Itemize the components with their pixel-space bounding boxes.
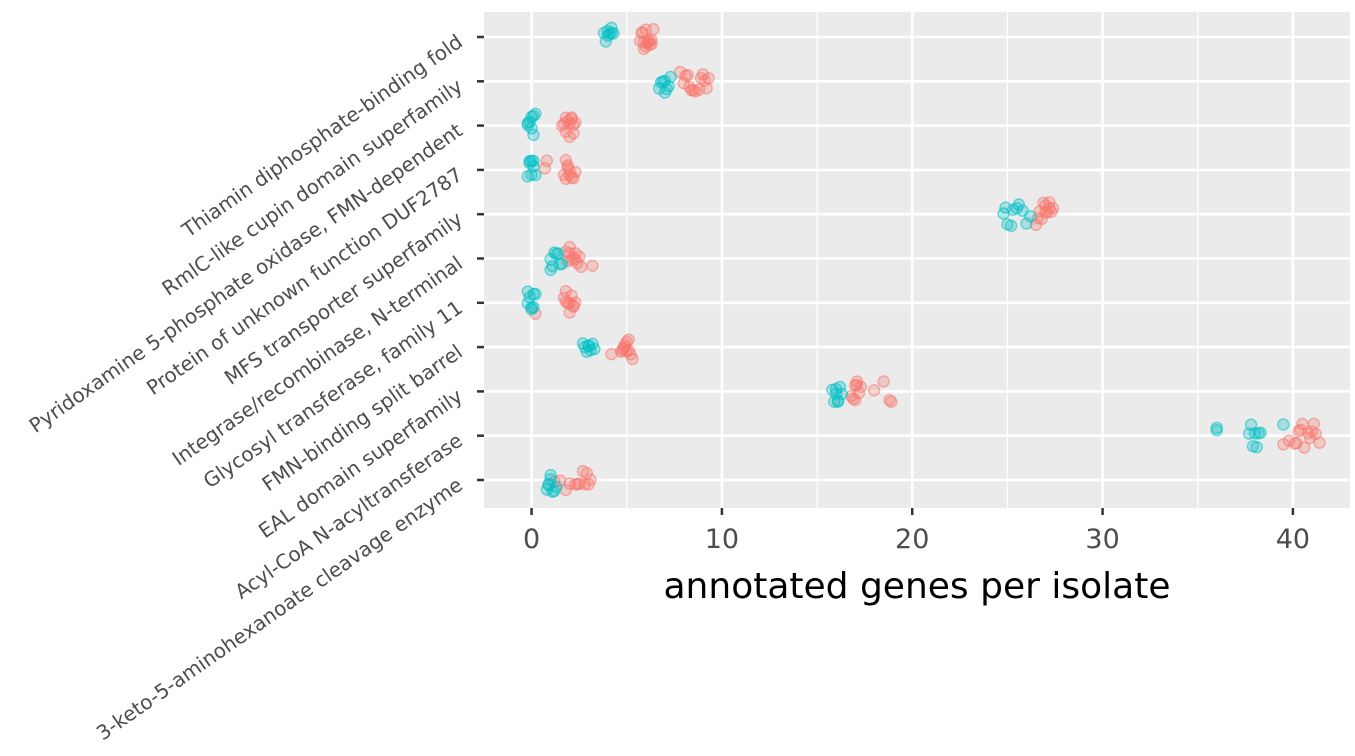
data-point: [540, 154, 554, 167]
data-point: [559, 284, 573, 298]
data-point: [1294, 423, 1307, 437]
data-point: [525, 303, 538, 316]
minor-gridlines: [626, 12, 1199, 508]
data-point: [685, 83, 698, 97]
data-point: [565, 112, 578, 126]
data-point: [1303, 431, 1317, 445]
data-point: [605, 347, 618, 361]
data-point: [847, 392, 860, 405]
y-axis-ticks: [477, 35, 484, 482]
major-gridlines: [484, 12, 1350, 508]
data-point: [1010, 201, 1024, 215]
data-point: [1254, 426, 1267, 439]
data-point: [1298, 441, 1311, 454]
data-point: [586, 259, 599, 272]
data-point: [544, 252, 557, 266]
data-point: [567, 299, 580, 312]
data-point: [542, 477, 555, 491]
data-point: [605, 21, 618, 35]
data-point: [1024, 209, 1037, 223]
data-point: [877, 375, 890, 388]
data-point: [645, 37, 658, 51]
data-point: [829, 382, 843, 396]
x-axis-ticks: [530, 508, 1295, 515]
data-point: [559, 153, 573, 167]
data-point: [850, 378, 864, 392]
data-points: [521, 21, 1326, 498]
data-point: [999, 201, 1012, 214]
y-axis-tick-labels: Thiamin diphosphate-binding foldRmlC-lik…: [25, 29, 467, 745]
data-point: [569, 253, 582, 266]
data-point: [555, 257, 569, 271]
data-point: [1005, 219, 1018, 233]
data-point: [1307, 417, 1321, 431]
data-point: [546, 259, 559, 273]
data-point: [867, 384, 881, 397]
data-point: [1242, 427, 1256, 440]
x-axis-title: annotated genes per isolate: [664, 566, 1171, 607]
x-tick-label: 20: [895, 524, 929, 555]
panel-background: [484, 12, 1350, 508]
data-point: [622, 333, 635, 346]
data-point: [563, 306, 576, 319]
x-axis-tick-labels: 0 10 20 30 40: [523, 524, 1310, 555]
data-point: [1043, 196, 1056, 209]
data-point: [885, 395, 898, 409]
data-point: [883, 393, 896, 407]
data-point: [679, 69, 692, 83]
x-tick-label: 10: [705, 524, 739, 555]
data-point: [831, 394, 845, 407]
data-point: [1250, 440, 1263, 454]
data-point: [1210, 421, 1223, 435]
data-point: [571, 478, 584, 491]
data-point: [527, 109, 540, 123]
data-point: [620, 345, 633, 358]
data-point: [1277, 438, 1290, 451]
data-point: [523, 156, 536, 170]
data-point: [580, 466, 593, 480]
data-point: [639, 23, 652, 36]
x-tick-label: 0: [523, 524, 540, 555]
data-point: [1277, 418, 1290, 431]
data-point: [561, 161, 574, 174]
data-point: [582, 339, 595, 352]
data-point: [563, 240, 576, 254]
data-point: [527, 287, 540, 301]
data-point: [1313, 436, 1326, 449]
data-point: [559, 125, 573, 138]
data-point: [582, 478, 595, 491]
data-point: [1020, 217, 1033, 230]
x-tick-label: 40: [1276, 524, 1310, 555]
data-point: [658, 74, 672, 87]
x-tick-label: 30: [1085, 524, 1119, 555]
data-point: [563, 168, 576, 181]
data-point: [702, 71, 715, 85]
